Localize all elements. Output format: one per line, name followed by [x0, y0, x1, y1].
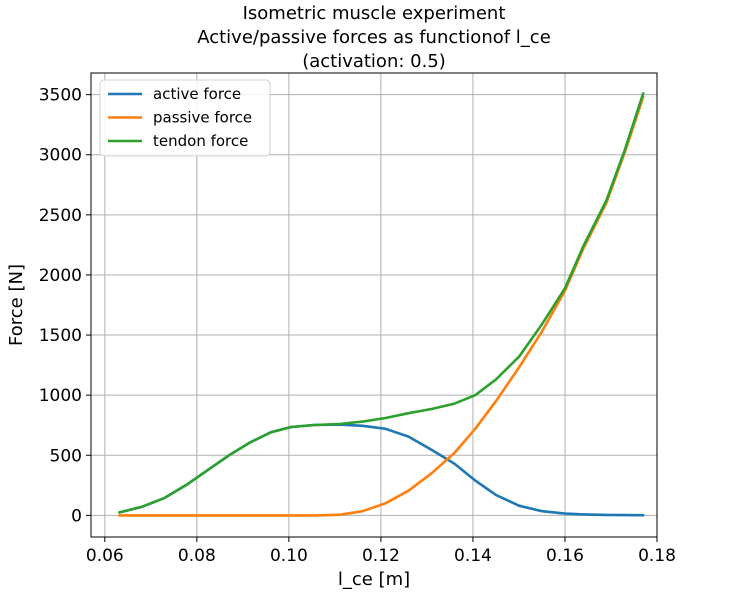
legend-entry: active force: [153, 85, 241, 103]
x-tick-label: 0.10: [270, 546, 308, 566]
y-tick-label: 1500: [39, 326, 82, 346]
chart-title-line: Isometric muscle experiment: [243, 3, 506, 24]
x-tick-label: 0.18: [638, 546, 676, 566]
grid-lines: [91, 73, 658, 537]
chart-title-line: Active/passive forces as functionof l_ce: [197, 27, 551, 48]
x-tick-label: 0.14: [454, 546, 492, 566]
x-axis-ticks: 0.06 0.08 0.10 0.12 0.14 0.16 0.18: [86, 537, 676, 566]
legend: active force passive force tendon force: [99, 79, 271, 157]
chart-title-line: (activation: 0.5): [302, 51, 446, 72]
x-tick-label: 0.06: [86, 546, 124, 566]
x-tick-label: 0.08: [178, 546, 216, 566]
legend-entry: tendon force: [153, 132, 248, 150]
series-line-tendon-force: [118, 92, 645, 514]
y-tick-label: 3000: [39, 146, 82, 166]
y-tick-label: 0: [71, 506, 82, 526]
series-lines: [118, 92, 645, 517]
x-tick-label: 0.16: [546, 546, 584, 566]
x-tick-label: 0.12: [362, 546, 400, 566]
chart-title: Isometric muscle experiment Active/passiv…: [197, 3, 551, 72]
legend-entry: passive force: [153, 109, 252, 127]
legend-box: [99, 79, 271, 157]
y-axis-label: Force [N]: [6, 264, 27, 346]
y-tick-label: 3500: [39, 86, 82, 106]
y-axis-ticks: 0 500 1000 1500 2000 2500 3000 3500: [39, 86, 91, 526]
y-tick-label: 2500: [39, 206, 82, 226]
plot-area-frame: [90, 72, 658, 538]
y-tick-label: 2000: [39, 266, 82, 286]
x-axis-label: l_ce [m]: [338, 569, 410, 590]
y-tick-label: 500: [50, 446, 82, 466]
y-tick-label: 1000: [39, 386, 82, 406]
